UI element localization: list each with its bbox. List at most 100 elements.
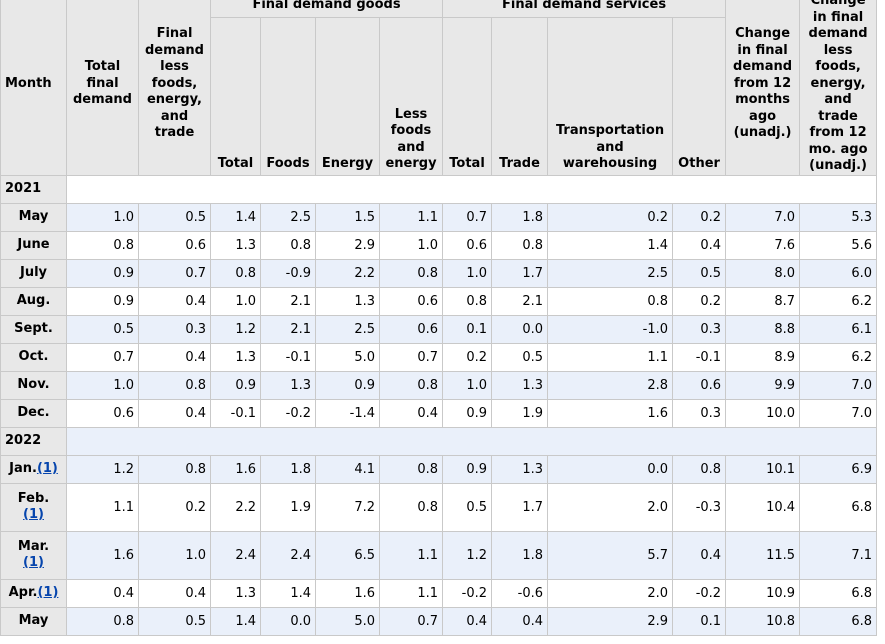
cell-final-demand-less: 0.3 — [138, 314, 211, 344]
cell-services-trade: 1.3 — [491, 370, 549, 400]
cell-total-final-demand: 1.0 — [66, 370, 139, 400]
cell-services-transport: 2.9 — [547, 606, 674, 636]
header-goods-energy: Energy — [315, 17, 380, 176]
cell-total-final-demand: 0.6 — [66, 398, 139, 428]
month-label: Nov. — [17, 377, 50, 392]
month-label: Mar. — [17, 539, 50, 554]
header-final-demand-less: Final demand less foods, energy, and tra… — [138, 0, 211, 176]
cell-goods-energy: 4.1 — [315, 454, 380, 484]
cell-change-12: 10.9 — [725, 578, 801, 608]
table-row: Aug. 0.9 0.4 1.0 2.1 1.3 0.6 0.8 2.1 0.8 0.2 8.7 6.2 — [0, 286, 878, 316]
cell-goods-less: 1.1 — [378, 530, 444, 580]
month-cell: Feb. (1) — [0, 482, 67, 532]
year-label: 2022 — [0, 426, 67, 456]
cell-services-other: 0.8 — [672, 454, 727, 484]
cell-goods-energy: 1.5 — [315, 202, 380, 232]
footnote-link[interactable]: (1) — [36, 461, 58, 476]
month-cell: Nov. — [0, 370, 67, 400]
cell-services-transport: 0.2 — [547, 202, 674, 232]
cell-goods-total: 1.4 — [210, 606, 261, 636]
cell-services-total: 1.2 — [442, 530, 493, 580]
cell-services-total: 0.7 — [442, 202, 493, 232]
footnote-link[interactable]: (1) — [37, 585, 59, 600]
cell-services-other: 0.3 — [672, 398, 727, 428]
table-row: Jan.(1) 1.2 0.8 1.6 1.8 4.1 0.8 0.9 1.3 0.0 0.8 10.… — [0, 454, 878, 484]
cell-services-total: 0.6 — [442, 230, 493, 260]
cell-goods-less: 1.0 — [378, 230, 444, 260]
cell-change-12: 8.7 — [725, 286, 801, 316]
cell-change-12: 8.9 — [725, 342, 801, 372]
header-services-trade: Trade — [491, 17, 549, 176]
header-total-final-demand: Total final demand — [66, 0, 139, 176]
cell-change-12: 11.5 — [725, 530, 801, 580]
cell-services-other: 0.6 — [672, 370, 727, 400]
cell-services-trade: 1.8 — [491, 202, 549, 232]
ppi-table: Month Total final demand Final demand le… — [0, 0, 878, 636]
cell-goods-foods: 2.5 — [260, 202, 316, 232]
cell-services-total: 0.9 — [442, 454, 493, 484]
cell-goods-total: 0.9 — [210, 370, 261, 400]
cell-services-total: 0.2 — [442, 342, 493, 372]
cell-goods-less: 0.4 — [378, 398, 444, 428]
month-cell: Apr.(1) — [0, 578, 67, 608]
month-label: May — [18, 209, 49, 224]
cell-change-12: 7.0 — [725, 202, 801, 232]
cell-goods-foods: 1.9 — [260, 482, 316, 532]
cell-services-transport: 2.8 — [547, 370, 674, 400]
cell-total-final-demand: 1.1 — [66, 482, 139, 532]
cell-goods-foods: 0.0 — [260, 606, 316, 636]
footnote-link[interactable]: (1) — [23, 555, 44, 570]
cell-services-other: 0.4 — [672, 230, 727, 260]
cell-total-final-demand: 1.0 — [66, 202, 139, 232]
cell-services-total: 0.8 — [442, 286, 493, 316]
table-row: Nov. 1.0 0.8 0.9 1.3 0.9 0.8 1.0 1.3 2.8 0.6 9.9 7.0 — [0, 370, 878, 400]
cell-goods-less: 0.8 — [378, 370, 444, 400]
month-label: Dec. — [17, 405, 50, 420]
cell-total-final-demand: 0.9 — [66, 286, 139, 316]
table-row: Feb. (1) 1.1 0.2 2.2 1.9 7.2 0.8 0.5 1.7 2.0 -0.3 10… — [0, 482, 878, 532]
month-label: June — [17, 237, 50, 252]
cell-change-12-less: 6.2 — [799, 286, 878, 316]
cell-goods-total: 1.3 — [210, 230, 261, 260]
cell-goods-total: 2.4 — [210, 530, 261, 580]
cell-total-final-demand: 1.6 — [66, 530, 139, 580]
table-row: May 1.0 0.5 1.4 2.5 1.5 1.1 0.7 1.8 0.2 0.2 7.0 5.3 — [0, 202, 878, 232]
year-row-2022: 2022 — [0, 426, 878, 456]
cell-change-12: 9.9 — [725, 370, 801, 400]
cell-services-total: 0.4 — [442, 606, 493, 636]
cell-final-demand-less: 0.4 — [138, 286, 211, 316]
table-row: Dec. 0.6 0.4 -0.1 -0.2 -1.4 0.4 0.9 1.9 1.6 0.3 10.… — [0, 398, 878, 428]
cell-services-transport: 1.6 — [547, 398, 674, 428]
cell-final-demand-less: 0.8 — [138, 370, 211, 400]
cell-services-transport: 1.1 — [547, 342, 674, 372]
header-change-12: Change in final demand from 12 months ag… — [725, 0, 801, 176]
cell-services-transport: 1.4 — [547, 230, 674, 260]
cell-change-12: 10.8 — [725, 606, 801, 636]
cell-services-transport: 2.0 — [547, 482, 674, 532]
cell-change-12-less: 6.0 — [799, 258, 878, 288]
month-cell: May — [0, 606, 67, 636]
cell-services-trade: 1.7 — [491, 258, 549, 288]
cell-change-12-less: 5.3 — [799, 202, 878, 232]
cell-change-12-less: 6.8 — [799, 578, 878, 608]
month-label: Oct. — [18, 349, 49, 364]
header-services-group: Final demand services — [442, 0, 727, 18]
header-services-total: Total — [442, 17, 493, 176]
cell-services-total: 0.9 — [442, 398, 493, 428]
cell-services-trade: 0.5 — [491, 342, 549, 372]
cell-goods-energy: 1.3 — [315, 286, 380, 316]
cell-services-total: -0.2 — [442, 578, 493, 608]
cell-services-other: 0.5 — [672, 258, 727, 288]
cell-services-trade: 2.1 — [491, 286, 549, 316]
cell-change-12-less: 6.8 — [799, 606, 878, 636]
cell-goods-less: 0.8 — [378, 258, 444, 288]
cell-total-final-demand: 0.8 — [66, 230, 139, 260]
cell-change-12: 8.8 — [725, 314, 801, 344]
cell-goods-total: 1.4 — [210, 202, 261, 232]
header-services-transport: Transportation and warehousing — [547, 17, 674, 176]
footnote-link[interactable]: (1) — [23, 507, 44, 522]
cell-change-12-less: 5.6 — [799, 230, 878, 260]
cell-goods-total: 1.2 — [210, 314, 261, 344]
year-row-fill — [65, 174, 878, 204]
cell-services-other: 0.4 — [672, 530, 727, 580]
